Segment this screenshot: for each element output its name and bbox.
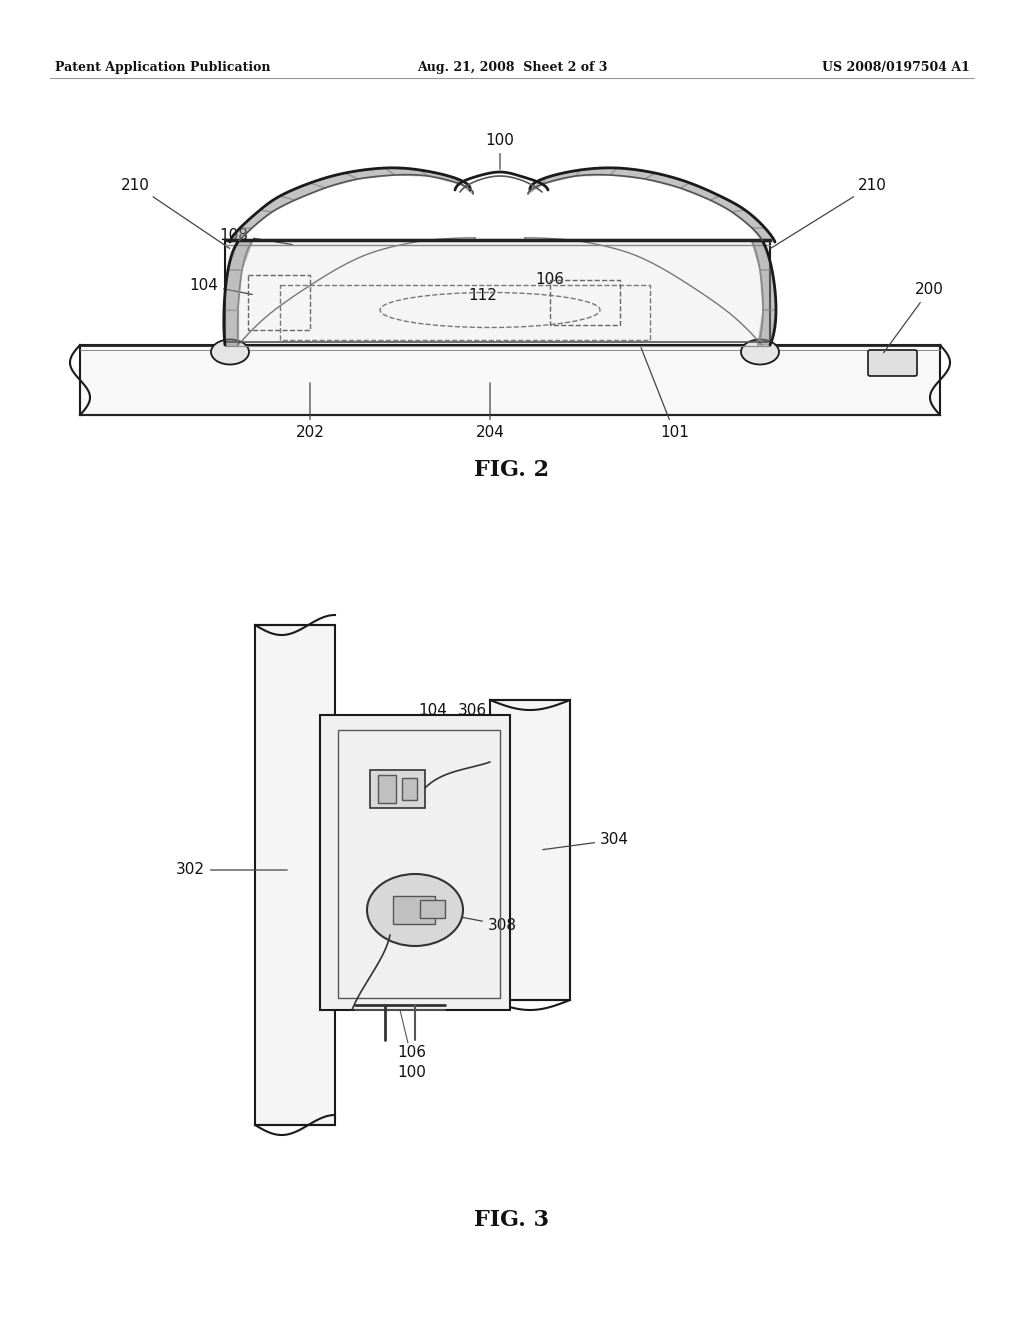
Polygon shape xyxy=(543,170,580,183)
Ellipse shape xyxy=(211,339,249,364)
Bar xyxy=(255,624,335,1125)
Text: FIG. 3: FIG. 3 xyxy=(474,1209,550,1232)
Bar xyxy=(420,900,445,917)
Bar xyxy=(378,775,396,803)
Polygon shape xyxy=(575,168,617,176)
Polygon shape xyxy=(752,242,772,271)
Polygon shape xyxy=(732,210,765,228)
Polygon shape xyxy=(230,228,252,242)
Polygon shape xyxy=(752,228,775,242)
Text: 302: 302 xyxy=(176,862,287,878)
Text: Patent Application Publication: Patent Application Publication xyxy=(55,62,270,74)
Polygon shape xyxy=(680,183,720,201)
Text: 100: 100 xyxy=(397,1065,426,1080)
Text: 106: 106 xyxy=(397,1045,427,1060)
Bar xyxy=(550,280,620,325)
Polygon shape xyxy=(224,271,242,310)
Polygon shape xyxy=(455,178,473,194)
Text: Aug. 21, 2008  Sheet 2 of 3: Aug. 21, 2008 Sheet 2 of 3 xyxy=(417,62,607,74)
Text: 101: 101 xyxy=(641,347,689,440)
Polygon shape xyxy=(760,271,776,310)
Bar xyxy=(248,275,310,330)
Polygon shape xyxy=(528,178,545,194)
Polygon shape xyxy=(224,310,238,345)
Text: 104: 104 xyxy=(418,704,446,718)
Polygon shape xyxy=(345,168,395,180)
Text: 204: 204 xyxy=(475,383,505,440)
Text: 202: 202 xyxy=(296,383,325,440)
Bar xyxy=(370,770,425,808)
Polygon shape xyxy=(385,168,428,176)
Polygon shape xyxy=(710,195,745,213)
Polygon shape xyxy=(610,168,655,180)
Text: 210: 210 xyxy=(770,177,887,248)
Text: 304: 304 xyxy=(543,833,629,850)
Text: 200: 200 xyxy=(884,282,944,352)
Polygon shape xyxy=(310,173,358,187)
Polygon shape xyxy=(758,310,776,345)
Text: 104: 104 xyxy=(189,277,252,294)
FancyBboxPatch shape xyxy=(868,350,918,376)
Bar xyxy=(490,700,570,1001)
Text: 100: 100 xyxy=(485,133,514,169)
Polygon shape xyxy=(280,183,325,201)
Text: 306: 306 xyxy=(458,704,487,718)
Ellipse shape xyxy=(741,339,779,364)
Text: 108: 108 xyxy=(219,227,292,244)
Ellipse shape xyxy=(367,874,463,946)
Text: 210: 210 xyxy=(121,177,229,248)
Text: 308: 308 xyxy=(453,916,517,932)
Text: US 2008/0197504 A1: US 2008/0197504 A1 xyxy=(822,62,970,74)
Bar xyxy=(80,345,940,414)
Polygon shape xyxy=(228,242,252,271)
Polygon shape xyxy=(260,195,295,213)
Text: FIG. 2: FIG. 2 xyxy=(474,459,550,480)
Polygon shape xyxy=(420,170,460,183)
Bar xyxy=(402,777,417,800)
Text: 112: 112 xyxy=(468,288,497,302)
Text: 106: 106 xyxy=(535,272,564,288)
Bar xyxy=(280,285,650,341)
Bar xyxy=(393,896,435,924)
Bar xyxy=(319,715,510,1010)
Polygon shape xyxy=(240,210,272,228)
Bar xyxy=(338,730,500,998)
Polygon shape xyxy=(645,173,690,187)
Bar xyxy=(225,240,770,345)
